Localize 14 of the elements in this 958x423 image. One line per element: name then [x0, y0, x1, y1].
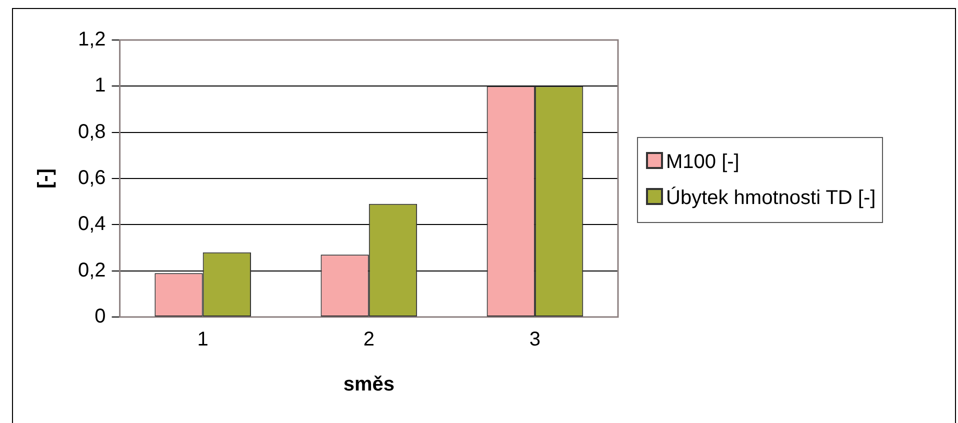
- x-tick-label: 1: [197, 328, 208, 351]
- legend-label: Úbytek hmotnosti TD [-]: [666, 187, 876, 209]
- y-tick-label: 0,2: [78, 259, 106, 282]
- y-tick-label: 1: [94, 74, 106, 97]
- legend-label: M100 [-]: [666, 151, 740, 173]
- y-tick-label: 0,8: [78, 120, 106, 143]
- y-tick-label: 0,4: [78, 213, 106, 236]
- y-tick-label: 1,2: [78, 28, 106, 51]
- x-tick-label: 3: [529, 328, 541, 351]
- y-axis-title: [-]: [34, 168, 57, 188]
- y-tick-label: 0,6: [78, 167, 106, 190]
- x-tick-label: 2: [363, 328, 374, 351]
- y-tick-label: 0: [94, 306, 106, 328]
- x-axis-title: směs: [343, 374, 394, 396]
